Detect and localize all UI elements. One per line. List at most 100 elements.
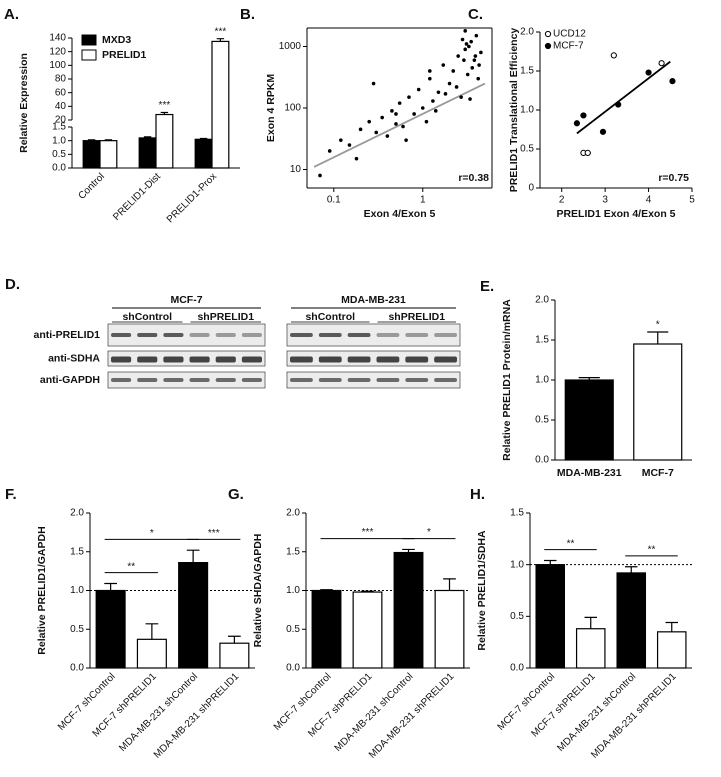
y-tick-label: 1.5	[286, 546, 300, 557]
y-tick-label: 0.0	[52, 163, 66, 174]
point	[327, 149, 332, 153]
blot-band	[318, 378, 342, 382]
blot-band	[290, 378, 313, 382]
y-tick-label: 1.0	[52, 135, 66, 146]
point	[464, 42, 469, 46]
panel-label: H.	[470, 486, 485, 503]
error-bar	[87, 139, 96, 141]
panel-label: B.	[240, 6, 255, 23]
x-tick-label: PRELID1-Prox	[165, 171, 219, 225]
x-tick-label: 3	[602, 195, 608, 206]
point	[474, 33, 479, 38]
significance-label: *	[656, 320, 660, 331]
error-bar	[402, 548, 415, 553]
blot-band	[434, 356, 457, 363]
point	[584, 149, 591, 156]
point	[433, 109, 438, 113]
y-tick-label: 2.0	[286, 508, 300, 519]
y-axis-label: Relative PRELID1/GAPDH	[36, 526, 48, 654]
gel-strip	[107, 371, 266, 389]
annotation: r=0.75	[658, 172, 689, 184]
point	[469, 39, 473, 44]
point	[463, 47, 468, 52]
legend-swatch	[81, 34, 97, 46]
point	[318, 173, 322, 178]
error-bar	[199, 137, 208, 140]
y-tick-label: 1000	[279, 41, 302, 52]
y-tick-label: 60	[55, 87, 67, 98]
bar	[194, 138, 213, 169]
blot-band	[111, 378, 132, 382]
x-tick-label: MDA-MB-231 shPRELID1	[367, 671, 457, 761]
panel-label: D.	[5, 276, 20, 293]
blot-band	[347, 333, 371, 337]
blot-band	[376, 378, 400, 382]
y-tick-label: 0.0	[535, 455, 549, 466]
group-label: MDA-MB-231	[341, 294, 406, 306]
point	[367, 119, 371, 124]
row-label: anti-SDHA	[48, 352, 100, 364]
point	[358, 127, 363, 132]
y-tick-label: 1.0	[520, 105, 534, 116]
point	[441, 63, 446, 67]
subgroup-label: shControl	[122, 311, 172, 323]
comparison-label: **	[127, 561, 135, 572]
x-tick-label: 4	[646, 195, 652, 206]
blot-band	[405, 378, 429, 382]
point	[456, 54, 460, 58]
y-tick-label: 0.0	[510, 663, 524, 674]
point	[610, 52, 617, 59]
row-label: anti-PRELID1	[33, 329, 100, 341]
y-axis-label: Relative Expression	[18, 53, 30, 153]
point	[669, 78, 676, 85]
point	[473, 54, 478, 58]
y-tick-label: 0.5	[286, 624, 300, 635]
blot-band	[241, 333, 262, 337]
y-tick-label: 1.0	[70, 585, 84, 596]
blot-band	[215, 333, 236, 337]
y-tick-label: 140	[49, 33, 66, 44]
legend-marker	[544, 30, 552, 38]
bar	[616, 572, 647, 669]
y-tick-label: 1.5	[510, 508, 524, 519]
point	[436, 90, 441, 95]
panel-label: A.	[4, 6, 19, 23]
x-tick-label: MDA-MB-231 shControl	[555, 671, 638, 754]
point	[477, 63, 481, 67]
point	[394, 122, 398, 126]
point	[462, 58, 466, 62]
point	[380, 115, 384, 120]
y-tick-label: 1.5	[52, 122, 66, 133]
blot-band	[137, 333, 158, 337]
y-tick-label: 0.0	[286, 663, 300, 674]
point	[385, 134, 390, 138]
point	[416, 87, 421, 92]
gel-strip	[286, 371, 461, 389]
y-tick-label: 1.5	[70, 546, 84, 557]
panel-label: G.	[228, 486, 244, 503]
y-tick-label: 0.5	[70, 624, 84, 635]
y-tick-label: 0.0	[70, 663, 84, 674]
gel-strip	[286, 350, 461, 367]
point	[339, 138, 343, 142]
gel-strip	[107, 323, 266, 347]
y-axis-label: Relative PRELID1/SDHA	[476, 530, 488, 651]
gel-strip	[286, 323, 461, 347]
y-tick-label: 2.0	[70, 508, 84, 519]
blot-band	[318, 333, 342, 337]
point	[454, 85, 459, 89]
x-tick-label: 0.1	[327, 195, 341, 206]
point	[479, 50, 483, 55]
y-tick-label: 100	[284, 103, 301, 114]
annotation: r=0.38	[458, 172, 489, 184]
point	[615, 101, 622, 108]
group-label: MCF-7	[170, 294, 202, 306]
point	[428, 69, 432, 73]
bar	[95, 589, 126, 669]
blot-band	[434, 378, 457, 382]
bar	[656, 631, 687, 669]
comparison-label: ***	[362, 527, 374, 538]
bar	[219, 642, 250, 669]
point	[401, 124, 405, 129]
